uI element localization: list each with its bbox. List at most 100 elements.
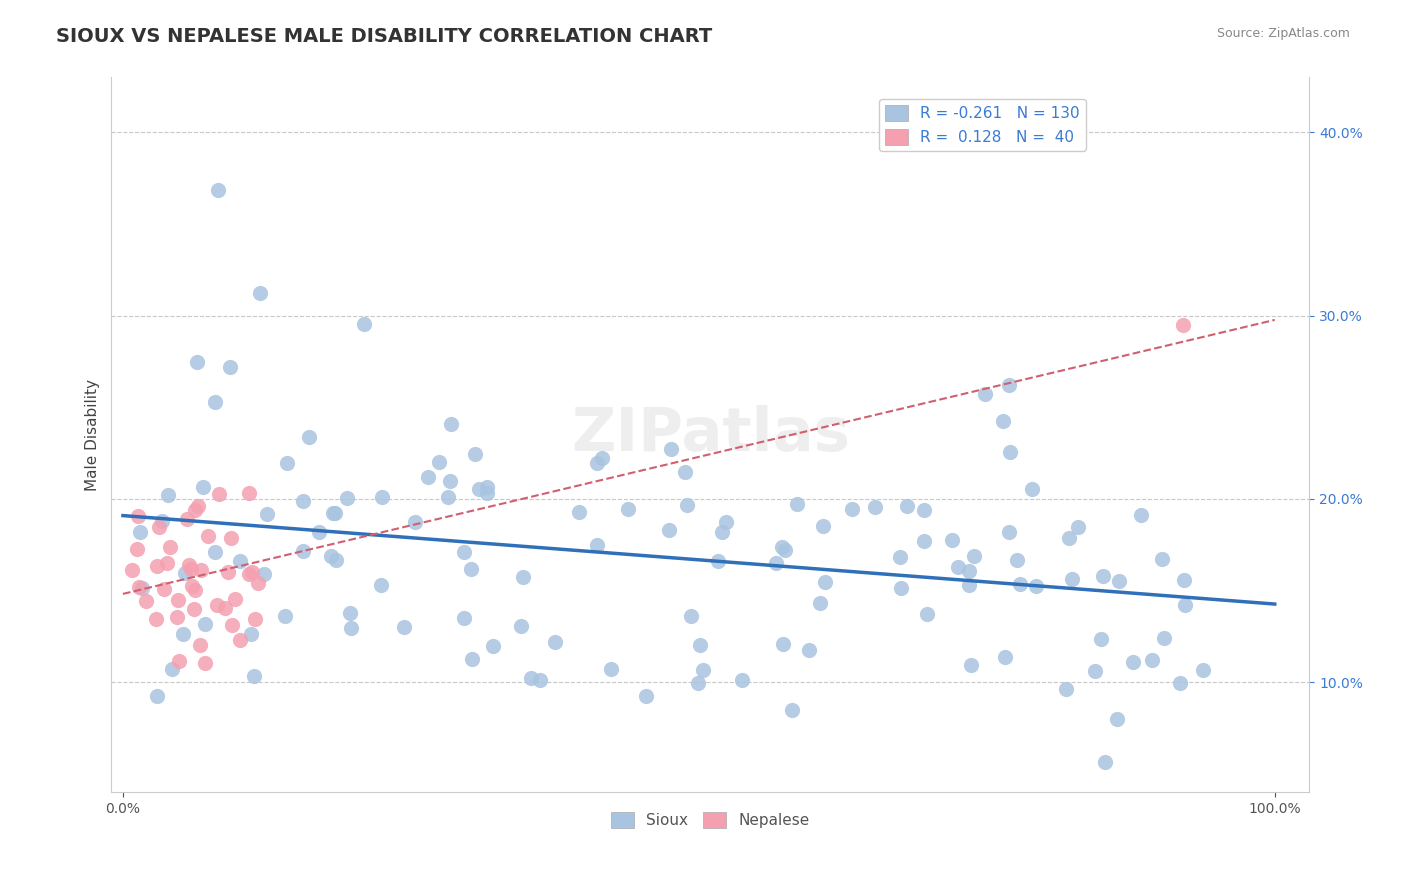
Y-axis label: Male Disability: Male Disability [86,379,100,491]
Point [243,612,266,626]
Point [193,480,215,494]
Point [814,575,837,590]
Point [716,515,738,529]
Point [148,520,170,534]
Point [529,673,551,687]
Point [156,556,179,570]
Point [197,529,219,543]
Point [512,570,534,584]
Point [1007,553,1029,567]
Point [183,602,205,616]
Point [991,414,1014,428]
Point [276,456,298,470]
Point [1108,574,1130,589]
Point [997,377,1019,392]
Point [475,481,498,495]
Point [813,519,835,533]
Point [157,488,180,502]
Point [998,445,1021,459]
Point [1192,664,1215,678]
Point [214,601,236,615]
Point [453,611,475,625]
Point [121,563,143,577]
Point [439,475,461,489]
Point [731,673,754,687]
Point [896,499,918,513]
Point [176,512,198,526]
Point [208,487,231,501]
Point [339,621,361,635]
Point [799,643,821,657]
Point [167,654,190,668]
Point [172,626,194,640]
Point [957,564,980,578]
Point [184,502,207,516]
Point [238,485,260,500]
Point [180,562,202,576]
Point [686,676,709,690]
Point [475,485,498,500]
Point [770,540,793,554]
Point [772,636,794,650]
Point [128,580,150,594]
Point [308,525,330,540]
Point [453,545,475,559]
Point [658,523,681,537]
Point [1084,664,1107,678]
Point [242,669,264,683]
Point [167,593,190,607]
Point [1092,568,1115,582]
Point [1122,655,1144,669]
Point [160,663,183,677]
Point [1067,520,1090,534]
Point [394,620,416,634]
Point [676,499,699,513]
Point [1062,572,1084,586]
Point [509,618,531,632]
Point [786,497,808,511]
Point [370,577,392,591]
Point [673,465,696,479]
Point [184,582,207,597]
Point [145,689,167,703]
Point [1094,755,1116,769]
Point [219,359,242,374]
Point [464,447,486,461]
Point [437,491,460,505]
Point [249,286,271,301]
Point [1105,712,1128,726]
Text: Source: ZipAtlas.com: Source: ZipAtlas.com [1216,27,1350,40]
Point [173,566,195,580]
Point [253,566,276,581]
Point [207,183,229,197]
Point [194,616,217,631]
Point [323,506,346,520]
Point [292,494,315,508]
Point [1021,482,1043,496]
Point [1010,577,1032,591]
Point [371,491,394,505]
Point [292,544,315,558]
Point [1173,573,1195,587]
Point [188,638,211,652]
Point [145,612,167,626]
Point [586,538,609,552]
Point [204,545,226,559]
Point [568,505,591,519]
Legend: Sioux, Nepalese: Sioux, Nepalese [605,806,815,834]
Point [544,635,567,649]
Point [808,596,831,610]
Point [707,553,730,567]
Point [146,558,169,573]
Point [418,469,440,483]
Point [177,558,200,572]
Point [1174,598,1197,612]
Point [229,554,252,568]
Point [692,663,714,677]
Point [187,499,209,513]
Point [186,355,208,369]
Point [841,501,863,516]
Point [127,508,149,523]
Point [190,562,212,576]
Point [1171,318,1194,332]
